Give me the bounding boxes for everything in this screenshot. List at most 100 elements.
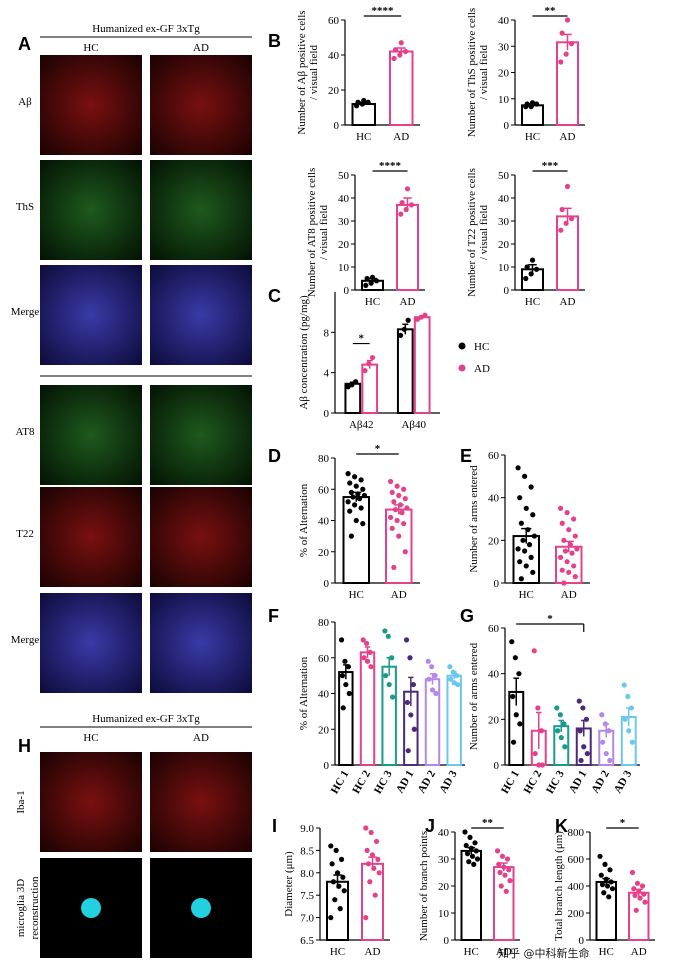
data-point [429,687,436,693]
y-tick-label: 7.5 [300,890,314,902]
data-point [360,637,366,643]
data-point [609,886,616,892]
data-point [347,508,353,514]
data-point [513,712,519,718]
data-point [346,690,352,697]
data-point [369,852,376,858]
significance-label: * [547,613,553,625]
micrograph [40,593,142,693]
micrograph [40,55,142,155]
data-point [360,521,366,527]
data-point [373,278,380,284]
data-point [394,483,400,489]
data-point [622,716,628,722]
y-axis-label: Number of T22 positive cells [466,168,478,297]
data-point [404,186,411,192]
y-tick-label: 20 [318,547,330,559]
bar [381,665,397,766]
data-point [367,649,373,655]
x-tick-label: HC [356,131,371,143]
data-point [571,563,577,569]
data-point [387,478,394,485]
data-point [599,712,605,718]
data-point [526,542,533,548]
data-point [469,853,476,859]
data-point [504,856,511,862]
y-tick-label: 600 [568,854,585,866]
x-tick-label: HC [599,946,614,958]
data-point [518,576,524,582]
data-point [340,874,346,880]
data-point [512,655,518,661]
data-point [535,705,541,711]
data-point [515,465,521,471]
y-axis-label: / visual field [478,45,490,100]
y-tick-label: 30 [498,216,510,228]
data-point [574,546,580,552]
bar [512,535,540,584]
bar [413,316,431,415]
data-point [531,648,537,654]
data-point [629,869,636,876]
data-point [338,856,345,862]
y-tick-label: 80 [318,617,330,629]
row-label: Merge [11,634,40,646]
x-tick-label: HC [330,946,345,958]
row-label: reconstruction [29,876,41,939]
data-point [494,848,501,854]
significance-label: ** [545,5,557,17]
data-point [561,721,567,727]
data-point [358,477,364,483]
data-point [522,548,528,554]
data-point [538,728,545,734]
data-point [410,681,417,688]
data-point [426,676,432,682]
y-tick-label: 20 [438,881,450,893]
data-point [517,559,523,565]
panel-label: A [18,34,31,54]
panel-title: Humanized ex-GF 3xTg [92,23,200,35]
x-tick-label: HC [525,296,540,308]
data-point [564,183,571,190]
bar [493,866,515,941]
data-point [472,840,478,846]
data-point [367,879,373,885]
data-point [532,750,538,757]
significance-label: * [620,817,626,829]
data-point [455,681,461,688]
data-point [509,639,515,645]
data-point [361,655,367,661]
data-point [347,480,353,486]
y-tick-label: 0 [324,760,330,772]
data-point [625,693,631,700]
y-axis-label: / visual field [308,45,320,100]
significance-label: ** [482,817,494,829]
data-point [345,499,351,505]
watermark: 知乎 @中科新生命 [498,946,590,960]
data-point [364,640,370,647]
micrograph [150,752,252,852]
data-point [528,484,534,490]
data-point [368,829,374,836]
micrograph [40,160,142,260]
x-tick-label: Aβ42 [349,419,374,431]
legend-label: AD [474,363,490,375]
y-axis-label: / visual field [478,205,490,260]
data-point [562,548,569,554]
data-point [341,888,347,894]
data-point [621,682,627,688]
data-point [402,48,409,55]
row-label: microglia 3D [15,879,27,937]
data-point [433,690,439,697]
data-point [634,880,641,886]
x-tick-label: AD [560,296,576,308]
x-tick-label: AD [496,946,512,958]
data-point [603,750,609,757]
data-point [338,637,345,643]
y-axis-label: Number of ThS positive cells [466,8,478,137]
data-point [463,842,469,849]
y-tick-label: 40 [498,193,510,205]
row-label: AT8 [16,426,35,438]
data-point [629,739,635,745]
x-tick-label: HC [365,296,380,308]
